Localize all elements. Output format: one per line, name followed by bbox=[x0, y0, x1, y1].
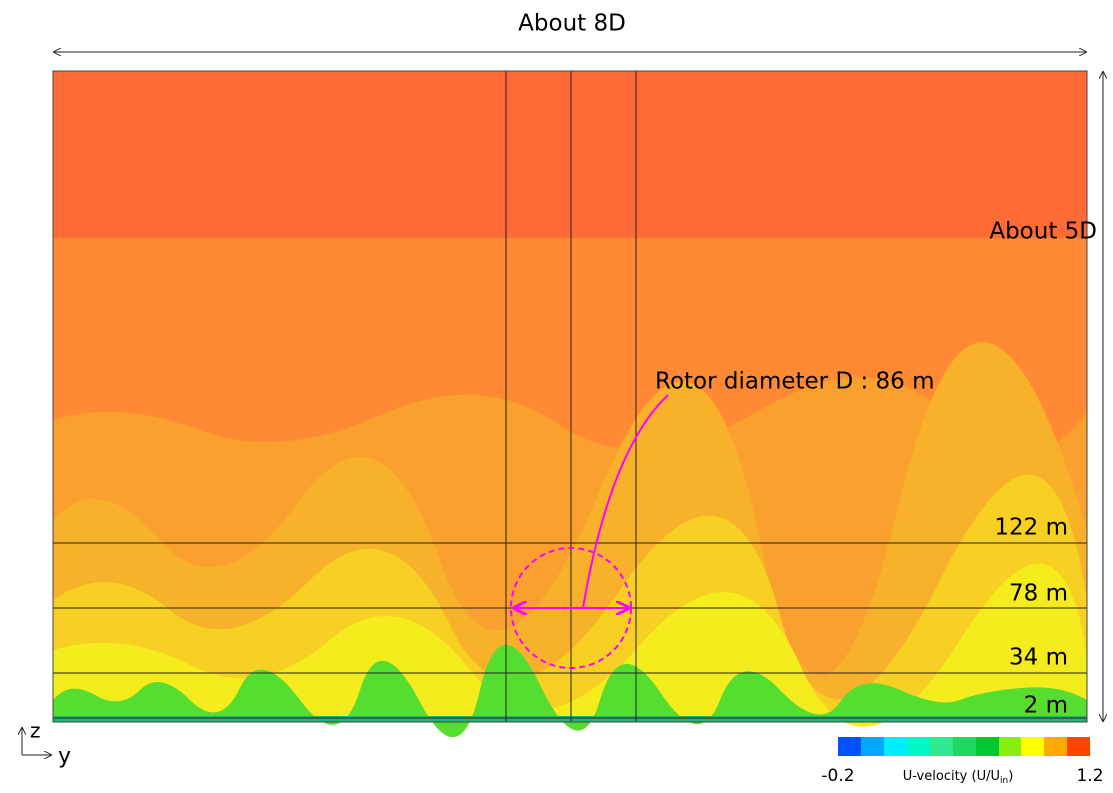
height-label: 34 m bbox=[1009, 645, 1068, 671]
top-span: About 8D bbox=[518, 11, 626, 37]
axis-icon: z y bbox=[22, 719, 71, 769]
rotor bbox=[510, 394, 669, 669]
rotor-label: Rotor diameter D : 86 m bbox=[655, 369, 935, 395]
side-span: About 5D bbox=[989, 219, 1097, 245]
colorbar-min: -0.2 bbox=[821, 766, 854, 786]
label-sub: in bbox=[1000, 776, 1008, 786]
axis-z: z bbox=[30, 719, 41, 743]
height-label: 122 m bbox=[994, 515, 1068, 541]
height-label: 2 m bbox=[1024, 693, 1068, 719]
contour-field bbox=[53, 71, 1087, 738]
axis-y: y bbox=[58, 744, 71, 769]
label-main: U-velocity (U/U bbox=[903, 769, 1000, 784]
label-end: ) bbox=[1008, 769, 1013, 784]
height-label: 78 m bbox=[1009, 581, 1068, 607]
grid-lines bbox=[52, 70, 1088, 723]
colorbar-max: 1.2 bbox=[1076, 766, 1103, 786]
colorbar-label: U-velocity (U/Uin) bbox=[903, 769, 1014, 786]
colorbar: -0.2 1.2 U-velocity (U/Uin) bbox=[821, 737, 1104, 786]
